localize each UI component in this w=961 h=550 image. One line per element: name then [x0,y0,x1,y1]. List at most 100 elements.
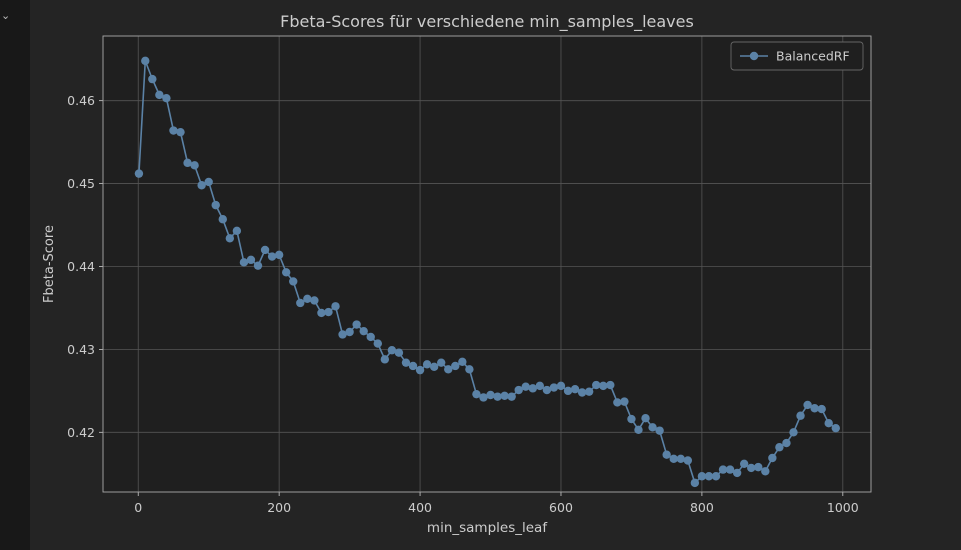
data-point [711,472,721,481]
legend: BalancedRF [730,41,864,71]
data-point [613,398,622,407]
axes-area [103,36,871,492]
data-point [493,392,502,401]
data-point [324,307,333,317]
data-point [669,454,678,464]
data-point [408,361,418,371]
data-point [169,126,178,135]
data-point [732,468,742,478]
data-point [535,381,545,391]
data-point [563,386,573,396]
data-point [253,261,263,270]
y-axis-label: Fbeta-Score [42,225,57,303]
x-tick-label: 200 [267,500,291,515]
data-point [472,389,481,399]
data-point [190,161,199,170]
data-point [437,358,446,367]
data-point [352,320,361,329]
data-point [803,400,812,410]
data-point [387,346,397,355]
data-point [725,465,735,474]
data-point [415,365,425,375]
legend-marker-icon [749,51,759,61]
data-point [401,358,411,367]
data-point [683,456,693,465]
data-point [451,361,460,371]
y-tick-label: 0.46 [67,93,95,108]
data-point [655,426,664,435]
data-point [528,384,537,393]
data-point [747,463,756,473]
y-tick-label: 0.45 [67,176,95,191]
data-point [310,296,319,305]
data-point [148,74,157,84]
data-point [796,411,805,420]
data-point [345,327,354,337]
chart-title: Fbeta-Scores für verschiedene min_sample… [280,12,694,32]
data-point [824,418,833,428]
data-point [239,258,249,267]
data-point [267,252,277,261]
data-point [662,450,671,459]
series-group [134,56,840,488]
data-point [246,255,256,265]
x-axis-label: min_samples_leaf [427,520,548,536]
data-point [831,423,840,433]
data-point [429,362,439,372]
data-point [627,414,636,424]
data-point [648,423,657,432]
data-point [422,360,432,369]
data-point [768,453,777,463]
data-point [599,381,608,391]
data-point [549,383,559,392]
collapse-chevron-icon[interactable]: ⌄ [1,9,11,22]
data-point [634,425,643,435]
x-tick-label: 1000 [827,500,859,515]
data-point [380,355,390,364]
data-point [577,388,587,397]
data-point [718,465,728,474]
data-point [592,380,601,390]
data-point [606,380,615,390]
data-point [486,390,495,400]
data-point [739,459,749,469]
data-point [394,348,404,357]
data-point [218,215,227,224]
data-point [697,472,707,481]
data-point [211,200,220,210]
data-point [225,234,235,243]
x-tick-label: 800 [690,500,714,515]
data-point [183,158,192,168]
data-point [620,397,629,406]
data-point [458,357,467,367]
data-point [676,454,685,464]
data-point [465,365,474,374]
legend-box [730,41,864,71]
data-point [162,93,171,103]
data-point [641,414,650,423]
chart-figure: 0 200 400 600 800 1000 0.42 0.43 0.44 0.45 0.46 Fb… [30,0,961,550]
data-point [782,438,791,448]
y-tick-label: 0.43 [67,342,95,357]
line-chart: 0 200 400 600 800 1000 0.42 0.43 0.44 0.45 0.46 Fb… [30,0,961,550]
data-point [789,428,798,437]
data-point [197,181,206,190]
data-point [296,298,305,308]
data-point [141,56,150,66]
data-point [317,308,326,318]
data-point [570,384,580,394]
data-point [521,382,530,391]
data-point [176,127,185,137]
data-point [810,404,819,413]
y-tick-label: 0.42 [67,425,95,440]
data-point [373,339,382,348]
legend-label: BalancedRF [776,49,850,64]
data-point [338,330,347,339]
data-point [134,169,144,178]
data-point [761,467,770,476]
data-point [584,387,594,396]
notebook-gutter: ⌄ [0,0,30,550]
data-point [775,443,784,452]
x-tick-label: 600 [549,500,573,515]
axes-frame [102,35,872,493]
